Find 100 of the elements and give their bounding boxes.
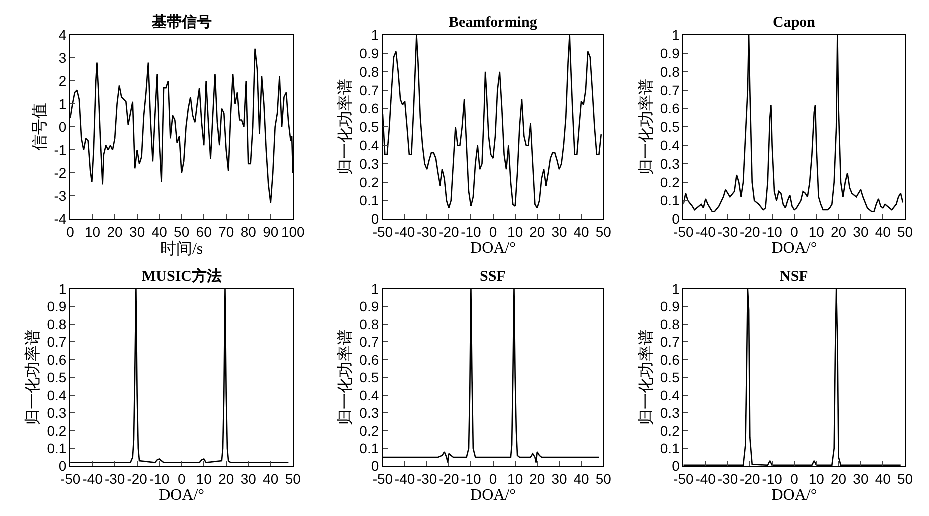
x-tick-label: 40 — [574, 471, 590, 488]
x-tick-label: 40 — [875, 471, 892, 488]
y-tick-label: 0.5 — [660, 119, 680, 136]
x-tick-label: 20 — [530, 224, 546, 240]
x-tick-label: 50 — [596, 471, 612, 488]
y-axis-title: 信号值 — [32, 103, 50, 152]
y-tick-label: 0.3 — [360, 156, 380, 172]
x-tick-label: -20 — [439, 471, 460, 488]
y-tick-label: 0.2 — [360, 422, 380, 439]
x-tick-label: 30 — [552, 471, 568, 488]
y-tick-label: 0.7 — [360, 334, 380, 350]
y-tick-label: 0.6 — [360, 352, 380, 368]
y-tick-label: 0.1 — [360, 192, 380, 209]
x-tick-label: -10 — [149, 471, 170, 488]
x-tick-label: 80 — [240, 224, 257, 240]
x-tick-label: -30 — [416, 224, 438, 240]
x-tick-label: -30 — [416, 471, 438, 488]
x-tick-label: 10 — [808, 471, 825, 488]
y-tick-label: 0.4 — [360, 387, 380, 404]
y-tick-label: 0.1 — [47, 440, 67, 456]
x-axis-title: DOA/° — [470, 487, 516, 504]
x-tick-label: 90 — [263, 224, 279, 240]
y-tick-label: 0.4 — [47, 387, 67, 404]
x-tick-label: 50 — [596, 224, 612, 240]
x-tick-label: 0 — [489, 224, 498, 240]
x-tick-label: 0 — [790, 471, 799, 488]
y-tick-label: -2 — [54, 165, 67, 182]
y-tick-label: 0.5 — [360, 119, 380, 136]
chart-title: MUSIC方法 — [142, 267, 222, 285]
x-tick-label: 40 — [152, 224, 168, 240]
x-tick-label: 40 — [263, 471, 279, 488]
y-tick-label: 0.8 — [360, 316, 380, 332]
x-tick-label: 40 — [574, 224, 590, 240]
x-axis-title: DOA/° — [159, 487, 205, 504]
x-tick-label: -30 — [104, 471, 126, 488]
y-tick-label: 0.2 — [360, 174, 380, 190]
x-axis-title: DOA/° — [772, 240, 818, 258]
x-tick-label: 10 — [196, 471, 212, 488]
y-tick-label: 4 — [58, 27, 67, 44]
x-tick-label: 0 — [178, 471, 186, 488]
y-tick-label: 0.1 — [660, 192, 680, 209]
y-tick-label: 0.9 — [660, 298, 680, 315]
y-tick-label: 0.7 — [360, 82, 380, 98]
y-tick-label: 0.9 — [360, 45, 380, 62]
x-tick-label: 70 — [218, 224, 234, 240]
x-tick-label: 50 — [285, 471, 302, 488]
x-tick-label: 30 — [240, 471, 257, 488]
y-tick-label: 1 — [672, 280, 680, 297]
x-tick-label: -30 — [718, 224, 738, 240]
y-tick-label: 0.1 — [660, 440, 680, 456]
x-tick-label: -40 — [394, 224, 416, 240]
y-tick-label: 0.7 — [660, 334, 680, 350]
x-tick-label: 20 — [831, 471, 847, 488]
x-tick-label: -40 — [394, 471, 416, 488]
y-axis-title: 归一化功率谱 — [336, 330, 355, 426]
y-tick-label: 1 — [371, 280, 380, 297]
y-tick-label: 0.1 — [360, 440, 380, 456]
x-tick-label: 50 — [174, 224, 190, 240]
x-tick-label: 10 — [508, 471, 524, 488]
y-tick-label: 0.9 — [360, 298, 380, 315]
x-tick-label: 30 — [853, 471, 869, 488]
y-tick-label: 0.4 — [660, 138, 680, 154]
x-axis-title: 时间/s — [160, 240, 204, 258]
x-tick-label: -20 — [127, 471, 148, 488]
chart-title: SSF — [480, 269, 506, 285]
x-tick-label: -10 — [762, 471, 783, 488]
y-tick-label: 0.2 — [660, 174, 680, 190]
y-tick-label: 0.3 — [360, 405, 380, 422]
x-axis-title: DOA/° — [470, 240, 516, 258]
x-tick-label: 10 — [808, 224, 825, 240]
y-tick-label: 0.6 — [660, 352, 680, 368]
y-tick-label: 0.6 — [360, 100, 380, 117]
y-tick-label: 0.2 — [47, 422, 67, 439]
y-tick-label: 0.5 — [47, 370, 67, 386]
y-tick-label: 1 — [58, 280, 67, 297]
y-tick-label: 0.6 — [660, 100, 680, 117]
y-tick-label: 0.7 — [660, 82, 680, 98]
y-tick-label: 0.3 — [660, 405, 680, 422]
y-tick-label: 0.8 — [660, 64, 680, 80]
y-tick-label: 1 — [672, 27, 680, 44]
x-tick-label: -40 — [696, 471, 716, 488]
x-tick-label: -10 — [762, 224, 783, 240]
x-tick-label: -20 — [740, 224, 760, 240]
x-tick-label: 0 — [489, 471, 498, 488]
y-tick-label: 0.8 — [660, 316, 680, 332]
chart-title: 基带信号 — [151, 14, 212, 31]
x-tick-label: 30 — [853, 224, 869, 240]
y-tick-label: 0.2 — [660, 422, 680, 439]
y-axis-title: 归一化功率谱 — [637, 79, 656, 176]
x-axis-title: DOA/° — [772, 487, 818, 504]
x-tick-label: -10 — [461, 471, 482, 488]
y-tick-label: 0.3 — [47, 405, 67, 422]
y-tick-label: 0.3 — [660, 156, 680, 172]
y-axis-title: 归一化功率谱 — [336, 79, 355, 176]
x-tick-label: -10 — [461, 224, 482, 240]
y-tick-label: 0.4 — [360, 138, 380, 154]
y-tick-label: 0.8 — [47, 316, 67, 332]
y-tick-label: 0.4 — [660, 387, 680, 404]
y-tick-label: 0.5 — [660, 370, 680, 386]
x-tick-label: -40 — [82, 471, 104, 488]
